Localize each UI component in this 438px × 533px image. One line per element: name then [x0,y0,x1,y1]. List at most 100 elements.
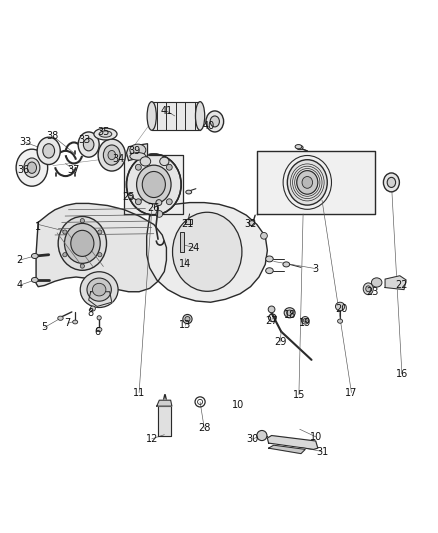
Ellipse shape [297,171,318,194]
Text: 22: 22 [396,280,408,290]
Ellipse shape [27,162,36,173]
Polygon shape [127,144,148,160]
Ellipse shape [130,144,146,156]
Polygon shape [268,445,305,454]
Circle shape [156,211,162,217]
Ellipse shape [32,254,38,259]
Text: 5: 5 [41,322,48,333]
Circle shape [261,232,267,239]
Text: 11: 11 [133,387,145,398]
Circle shape [156,200,162,206]
Text: 26: 26 [148,203,160,213]
Text: 24: 24 [187,243,200,253]
Text: 2: 2 [16,255,22,265]
Text: 37: 37 [68,165,80,175]
Circle shape [135,199,141,205]
Ellipse shape [80,272,118,308]
Ellipse shape [185,317,190,321]
Ellipse shape [147,102,156,130]
Ellipse shape [58,316,63,320]
Polygon shape [385,276,406,289]
Ellipse shape [363,283,373,295]
Ellipse shape [130,152,146,160]
Text: 20: 20 [335,304,347,313]
Text: 38: 38 [47,131,59,141]
Text: 13: 13 [179,320,191,330]
Ellipse shape [16,149,48,186]
Text: 35: 35 [97,127,110,137]
Ellipse shape [24,158,40,177]
Text: 33: 33 [19,138,32,148]
Text: 8: 8 [88,308,94,318]
Polygon shape [36,204,166,292]
Ellipse shape [383,173,399,192]
Ellipse shape [32,278,38,282]
Ellipse shape [295,144,302,149]
Ellipse shape [96,327,102,332]
Ellipse shape [206,111,224,132]
Ellipse shape [94,128,117,140]
Text: 34: 34 [112,154,124,164]
Text: 7: 7 [64,318,71,328]
Ellipse shape [287,160,327,205]
Text: 10: 10 [310,432,322,442]
Ellipse shape [64,223,100,263]
Circle shape [268,306,275,313]
Text: 30: 30 [247,434,259,444]
Ellipse shape [186,190,192,194]
Circle shape [257,431,267,441]
Ellipse shape [173,212,242,292]
Polygon shape [147,203,267,302]
Ellipse shape [83,138,94,151]
Ellipse shape [99,131,112,137]
Ellipse shape [336,302,345,311]
Ellipse shape [71,230,94,256]
Ellipse shape [103,145,120,165]
Polygon shape [257,151,374,214]
Polygon shape [158,406,171,435]
Circle shape [80,219,85,223]
Ellipse shape [43,144,55,158]
Ellipse shape [249,221,255,225]
Ellipse shape [387,177,396,188]
Ellipse shape [283,262,290,267]
Ellipse shape [97,316,101,320]
Ellipse shape [266,268,273,273]
Text: 10: 10 [232,400,244,410]
Text: 28: 28 [198,423,211,433]
Ellipse shape [78,132,99,157]
Ellipse shape [301,317,309,324]
Polygon shape [124,155,183,214]
Ellipse shape [195,102,205,130]
Ellipse shape [37,137,60,165]
Text: 23: 23 [366,287,379,297]
Ellipse shape [297,146,303,150]
Text: 27: 27 [265,316,278,326]
Text: 29: 29 [274,337,286,347]
Ellipse shape [140,157,151,166]
Text: 17: 17 [345,387,358,398]
Polygon shape [88,292,112,306]
Bar [180,232,184,252]
Circle shape [98,253,102,257]
Text: 12: 12 [145,434,158,444]
Circle shape [98,230,102,234]
Text: 25: 25 [122,192,135,202]
Ellipse shape [338,319,343,324]
Text: 36: 36 [18,165,30,175]
Ellipse shape [128,193,133,198]
Circle shape [63,230,67,234]
Ellipse shape [183,314,192,324]
Circle shape [166,164,172,170]
Polygon shape [152,102,200,130]
Circle shape [166,199,172,205]
Ellipse shape [137,165,171,204]
Text: 1: 1 [35,222,41,231]
Text: 16: 16 [396,369,408,379]
Ellipse shape [142,172,166,198]
Text: 32: 32 [244,220,257,229]
Ellipse shape [160,157,169,166]
Text: 39: 39 [129,146,141,156]
Text: 3: 3 [313,264,319,273]
Ellipse shape [92,284,106,296]
